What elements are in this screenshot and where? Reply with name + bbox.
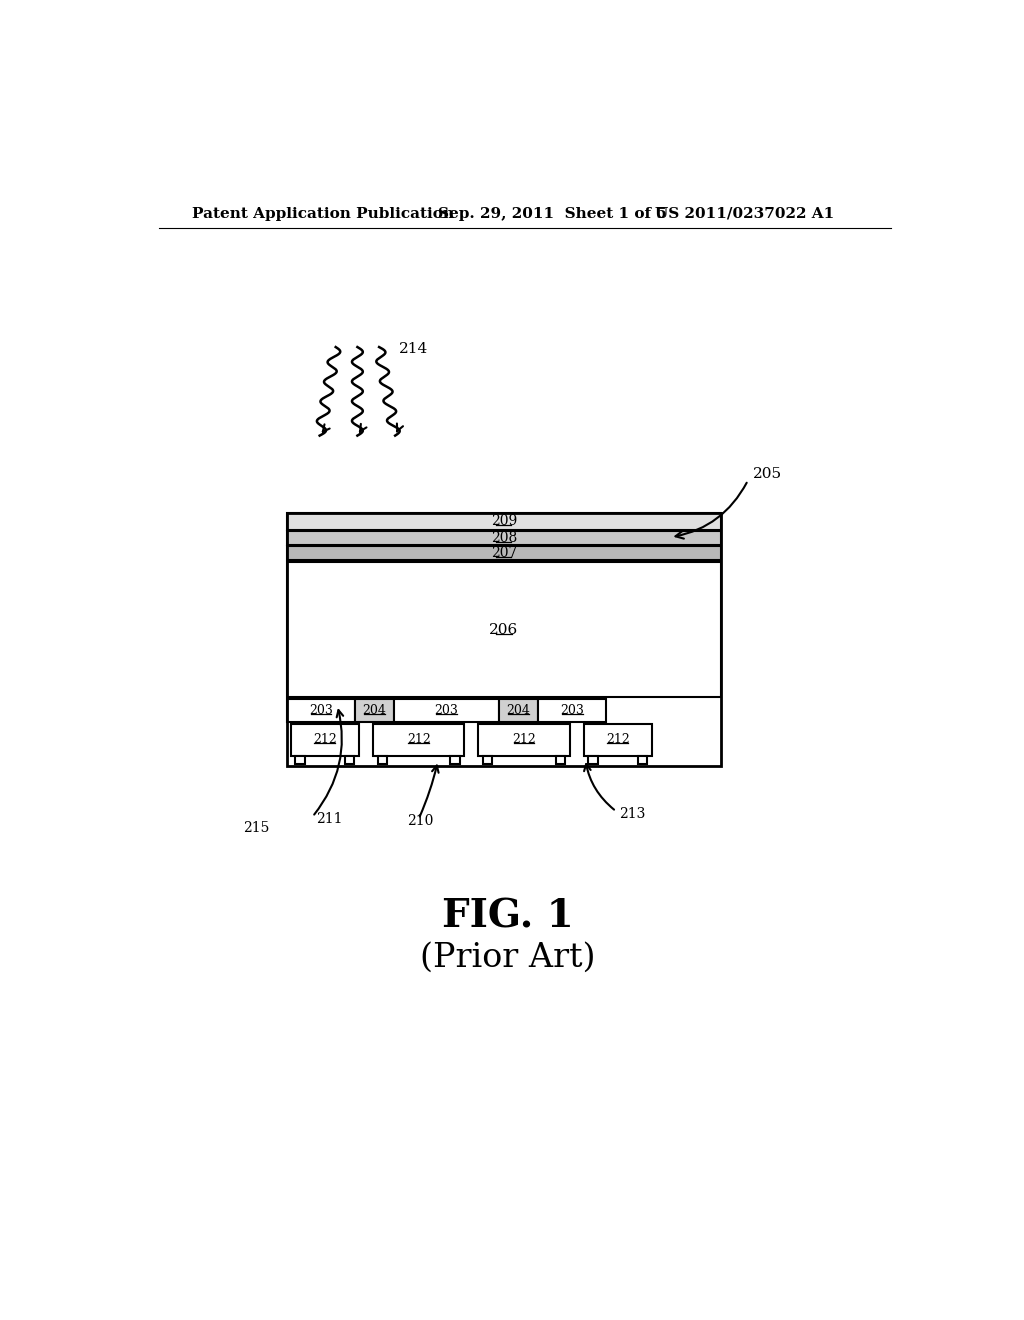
Bar [345, 756, 354, 763]
Bar [500, 700, 538, 722]
Text: 203: 203 [434, 704, 459, 717]
Text: 210: 210 [407, 813, 433, 828]
Text: Sep. 29, 2011  Sheet 1 of 5: Sep. 29, 2011 Sheet 1 of 5 [438, 207, 667, 220]
Text: 209: 209 [490, 513, 517, 528]
Bar [373, 723, 464, 756]
Text: Patent Application Publication: Patent Application Publication [191, 207, 454, 220]
Bar [355, 700, 394, 722]
Text: 211: 211 [316, 812, 343, 826]
Text: FIG. 1: FIG. 1 [442, 898, 573, 936]
Text: 207: 207 [490, 546, 517, 561]
Bar [295, 756, 305, 763]
Text: (Prior Art): (Prior Art) [420, 941, 596, 974]
Text: US 2011/0237022 A1: US 2011/0237022 A1 [655, 207, 835, 220]
Bar [287, 562, 721, 697]
Text: 205: 205 [753, 467, 781, 480]
Bar [589, 756, 598, 763]
Bar [291, 723, 359, 756]
Text: 212: 212 [512, 733, 536, 746]
Bar [483, 756, 493, 763]
Text: 208: 208 [490, 531, 517, 545]
Text: 203: 203 [309, 704, 333, 717]
Bar [287, 531, 721, 545]
Bar [394, 700, 500, 722]
Bar [451, 756, 460, 763]
Bar [478, 723, 569, 756]
Bar [287, 512, 721, 766]
Text: 214: 214 [399, 342, 428, 356]
Text: 212: 212 [313, 733, 337, 746]
Text: 206: 206 [489, 623, 518, 636]
Text: 204: 204 [507, 704, 530, 717]
Bar [287, 700, 355, 722]
Text: 204: 204 [362, 704, 386, 717]
Text: 213: 213 [618, 808, 645, 821]
Bar [538, 700, 606, 722]
Text: 215: 215 [243, 821, 269, 836]
Bar [287, 512, 721, 529]
Bar [287, 546, 721, 560]
Text: 212: 212 [407, 733, 430, 746]
Text: 212: 212 [606, 733, 630, 746]
Bar [584, 723, 652, 756]
Bar [638, 756, 647, 763]
Bar [556, 756, 565, 763]
Text: 203: 203 [560, 704, 584, 717]
Bar [378, 756, 387, 763]
